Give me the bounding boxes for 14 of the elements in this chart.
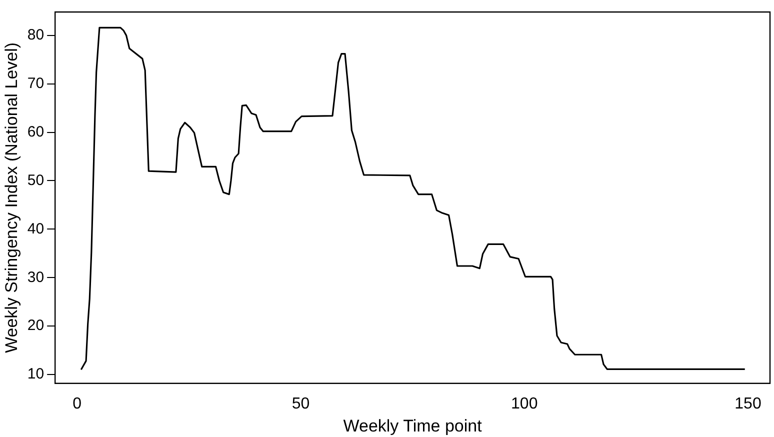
y-axis-title: Weekly Stringency Index (National Level) xyxy=(2,42,21,353)
y-tick-label: 40 xyxy=(27,220,44,238)
y-tick-label: 20 xyxy=(27,317,44,334)
y-tick-label: 50 xyxy=(27,172,44,189)
x-tick-label: 0 xyxy=(72,395,82,412)
y-tick-label: 10 xyxy=(27,366,44,383)
x-tick-label: 150 xyxy=(734,395,762,412)
y-tick-label: 70 xyxy=(27,75,44,92)
y-tick-label: 80 xyxy=(27,26,44,44)
y-tick-label: 30 xyxy=(27,268,44,286)
x-tick-label: 50 xyxy=(292,395,310,412)
x-tick-label: 100 xyxy=(511,395,538,412)
y-tick-label: 60 xyxy=(27,123,44,140)
x-axis-title: Weekly Time point xyxy=(343,416,482,436)
